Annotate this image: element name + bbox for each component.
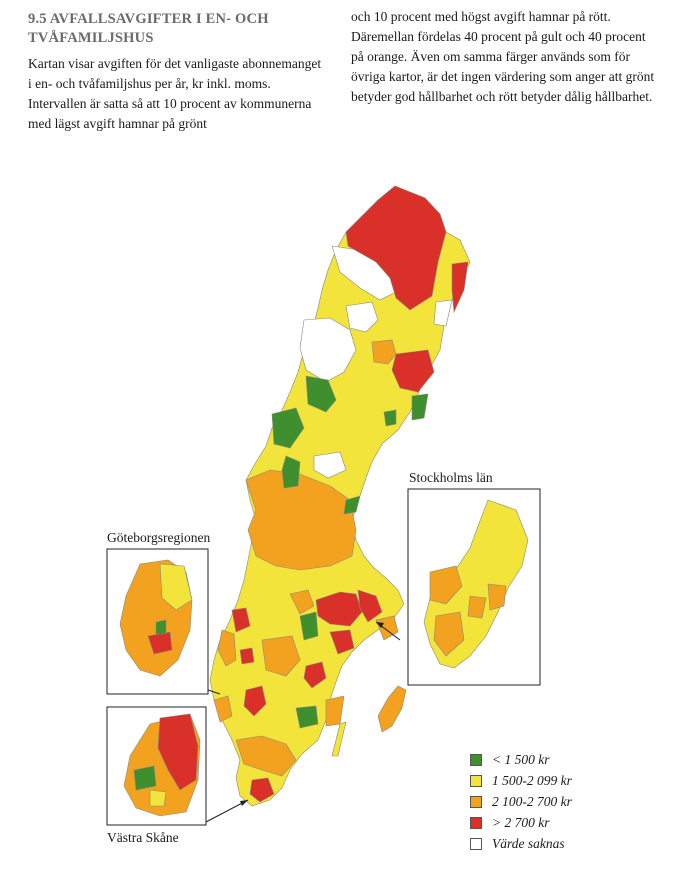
legend-item-orange: 2 100-2 700 kr: [470, 791, 572, 812]
legend-item-green: < 1 500 kr: [470, 749, 572, 770]
legend-label: 1 500-2 099 kr: [492, 772, 572, 788]
goteborg-inset-label: Göteborgsregionen: [107, 530, 211, 545]
sweden-mainland: [209, 185, 471, 807]
gotland: [377, 685, 407, 733]
legend-item-yellow: 1 500-2 099 kr: [470, 770, 572, 791]
stockholm-inset: [407, 488, 541, 686]
white-swatch-icon: [470, 837, 482, 850]
legend-label: Värde saknas: [492, 835, 565, 851]
yellow-swatch-icon: [470, 774, 482, 787]
green-swatch-icon: [470, 753, 482, 766]
red-swatch-icon: [470, 816, 482, 829]
skane-inset-label: Västra Skåne: [107, 830, 179, 845]
oland: [331, 721, 347, 757]
legend-label: < 1 500 kr: [492, 751, 550, 767]
goteborg-inset: [106, 548, 209, 695]
section-heading: 9.5 AVFALLSAVGIFTER I EN- OCH TVÅFAMILJS…: [28, 11, 269, 46]
legend-item-red: > 2 700 kr: [470, 812, 572, 833]
intro-text-column-1: Kartan visar avgiften för det vanligaste…: [28, 56, 322, 131]
skane-inset: [106, 706, 207, 826]
legend-label: 2 100-2 700 kr: [492, 793, 572, 809]
legend-label: > 2 700 kr: [492, 814, 550, 830]
stockholm-inset-label: Stockholms län: [409, 470, 493, 485]
intro-text-column-2: och 10 procent med högst avgift hamnar p…: [351, 9, 655, 104]
orange-swatch-icon: [470, 795, 482, 808]
map-legend: < 1 500 kr 1 500-2 099 kr 2 100-2 700 kr…: [470, 749, 572, 854]
legend-item-white: Värde saknas: [470, 833, 572, 854]
